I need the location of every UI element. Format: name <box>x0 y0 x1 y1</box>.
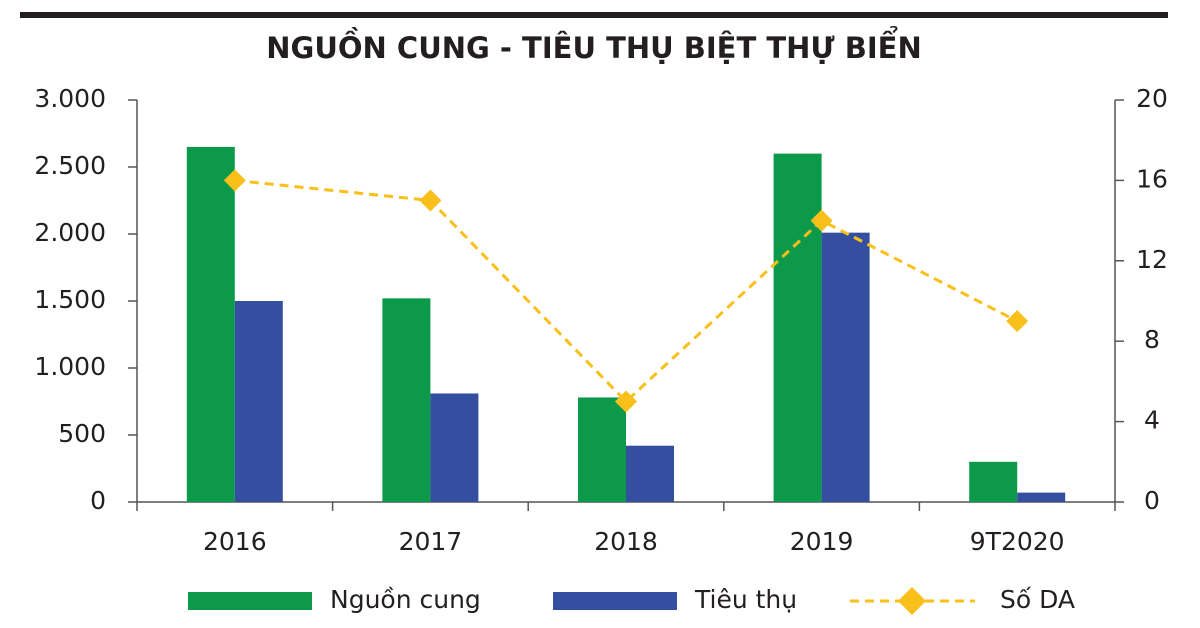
marker <box>810 209 833 232</box>
chart-title: NGUỒN CUNG - TIÊU THỤ BIỆT THỰ BIỂN <box>266 26 921 65</box>
marker <box>615 390 637 413</box>
legend-label: Số DA <box>1000 585 1075 614</box>
y-tick-label: 3.000 <box>34 84 106 113</box>
bar <box>1017 492 1066 502</box>
bar <box>186 146 235 502</box>
legend-label: Tiêu thụ <box>694 585 797 614</box>
x-tick-label: 2016 <box>203 527 267 556</box>
top-rule <box>20 12 1168 18</box>
bar <box>969 461 1018 502</box>
y2-tick-label: 20 <box>1136 84 1168 113</box>
y2-tick-label: 0 <box>1144 486 1160 515</box>
y-tick-label: 2.500 <box>34 151 106 180</box>
legend-label: Nguồn cung <box>330 585 481 614</box>
marker <box>1006 310 1029 333</box>
y2-tick-label: 12 <box>1136 245 1168 274</box>
x-tick-label: 2017 <box>399 527 463 556</box>
y-tick-label: 500 <box>58 419 106 448</box>
y2-tick-label: 16 <box>1136 164 1168 193</box>
line <box>234 178 1018 404</box>
bar <box>578 397 626 502</box>
y2-tick-label: 8 <box>1144 325 1160 354</box>
bar <box>382 298 431 502</box>
y-tick-label: 1.500 <box>34 285 106 314</box>
marker <box>223 169 246 192</box>
marker <box>419 189 442 212</box>
y-tick-label: 1.000 <box>34 352 106 381</box>
legend-swatch <box>553 592 677 610</box>
bar <box>430 393 479 502</box>
x-tick-label: 2019 <box>790 527 854 556</box>
bar <box>821 232 870 502</box>
legend-swatch <box>188 592 312 610</box>
legend-marker <box>898 587 926 615</box>
x-tick-label: 2018 <box>594 527 658 556</box>
y-tick-label: 2.000 <box>34 218 106 247</box>
bar <box>234 301 283 502</box>
x-tick-label: 9T2020 <box>970 527 1065 556</box>
bar <box>626 445 674 502</box>
y-tick-label: 0 <box>90 486 106 515</box>
y2-tick-label: 4 <box>1144 406 1160 435</box>
bar <box>773 153 822 502</box>
